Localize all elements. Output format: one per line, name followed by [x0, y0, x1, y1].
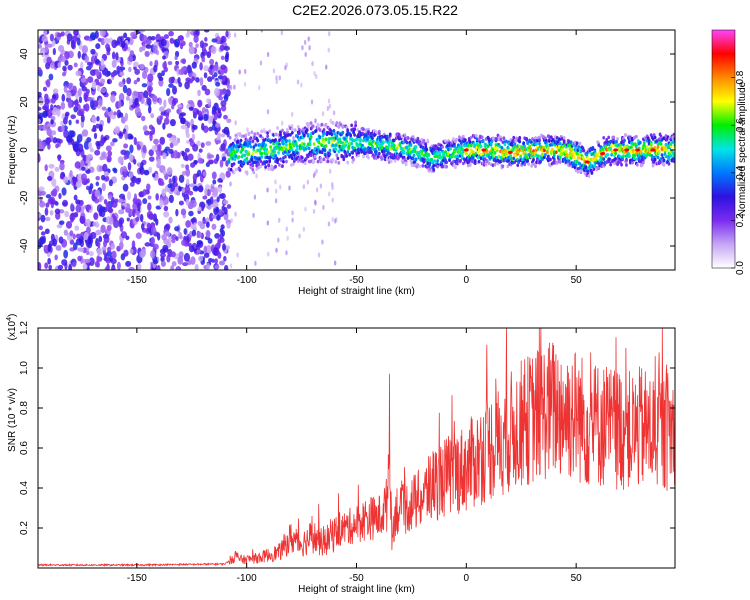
spectrogram-y-tick-label: 0	[19, 147, 30, 153]
snr-y-tick-label: 0.2	[19, 521, 30, 535]
spectrogram-x-tick-label: -100	[237, 275, 257, 286]
spectrogram-x-tick-label: 50	[571, 275, 583, 286]
snr-x-tick-label: 0	[464, 573, 470, 584]
spectrogram-x-tick-label: -150	[127, 275, 147, 286]
spectrogram-x-axis: -150 -100 -50 0 50	[127, 30, 582, 286]
chart-title: C2E2.2026.073.05.15.R22	[292, 2, 458, 18]
snr-series-line	[37, 327, 676, 568]
snr-x-tick-label: -100	[237, 573, 257, 584]
spectrogram-panel: -150 -100 -50 0 50 -40 -20 0 20 40 Height of str…	[7, 29, 676, 297]
spectrogram-y-tick-label: -40	[19, 238, 30, 253]
spectrogram-y-axis: -40 -20 0 20 40	[19, 48, 675, 253]
snr-y-tick-label: 1.0	[19, 361, 30, 375]
spectrogram-y-tick-label: 20	[19, 96, 30, 108]
spectrogram-heat-layer	[38, 30, 675, 270]
spectrogram-x-tick-label: -50	[349, 275, 364, 286]
snr-x-tick-label: -150	[127, 573, 147, 584]
snr-y-multiplier-exp: 4	[6, 317, 13, 321]
colorbar-tick-label: 0.4	[735, 165, 746, 179]
snr-y-tick-label: 0.4	[19, 481, 30, 495]
spectrogram-y-tick-label: 40	[19, 48, 30, 60]
spectrogram-x-axis-label: Height of straight line (km)	[298, 286, 415, 297]
colorbar-ticks: 0.0 0.2 0.4 0.6 0.8	[731, 70, 746, 275]
spectrogram-y-tick-label: -20	[19, 190, 30, 205]
snr-y-tick-label: 1.2	[19, 321, 30, 335]
snr-y-axis-label: SNR (10 * v/v)	[7, 388, 18, 452]
snr-x-axis: -150 -100 -50 0 50	[127, 328, 582, 584]
colorbar-tick-label: 0.8	[735, 70, 746, 84]
snr-panel: -150 -100 -50 0 50 0.2 0.4 0.6 0.8 1.0 1.2 Height…	[6, 314, 676, 595]
spectrogram-y-axis-label: Frequency (Hz)	[7, 116, 18, 185]
colorbar-label: Normalized spectral amplitude	[737, 81, 748, 216]
snr-y-multiplier-base: (x10	[7, 320, 18, 340]
snr-y-axis: 0.2 0.4 0.6 0.8 1.0 1.2	[19, 321, 675, 535]
colorbar-tick-label: 0.2	[735, 213, 746, 227]
snr-x-tick-label: -50	[349, 573, 364, 584]
snr-y-multiplier: (x104)	[6, 314, 18, 341]
colorbar: 0.0 0.2 0.4 0.6 0.8 Normalized spectral ampl…	[711, 29, 748, 275]
colorbar-tick-label: 0.0	[735, 261, 746, 275]
snr-x-tick-label: 50	[571, 573, 583, 584]
spectrogram-x-tick-label: 0	[464, 275, 470, 286]
colorbar-gradient	[711, 29, 736, 269]
snr-y-tick-label: 0.8	[19, 401, 30, 415]
snr-x-axis-label: Height of straight line (km)	[298, 584, 415, 595]
colorbar-tick-label: 0.6	[735, 118, 746, 132]
snr-y-tick-label: 0.6	[19, 441, 30, 455]
